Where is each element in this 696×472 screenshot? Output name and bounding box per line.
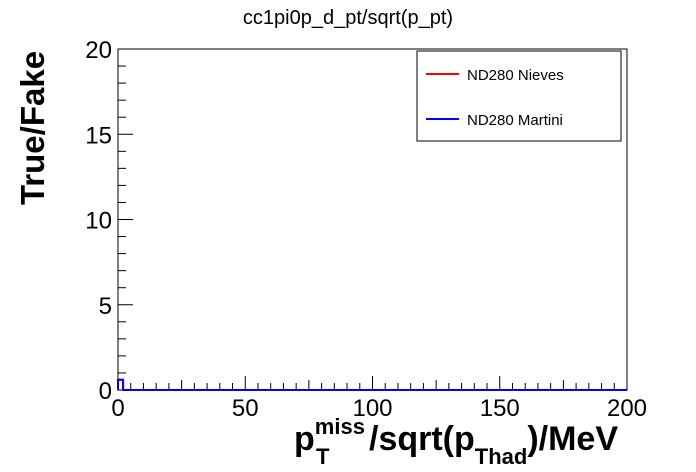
x-tick-label: 200 xyxy=(607,395,647,422)
legend: ND280 Nieves ND280 Martini xyxy=(416,50,622,142)
x-tick-label: 50 xyxy=(232,395,259,422)
chart-title: cc1pi0p_d_pt/sqrt(p_pt) xyxy=(243,7,453,29)
legend-box xyxy=(416,50,622,142)
y-tick-label: 5 xyxy=(99,293,112,320)
x-tick-label: 150 xyxy=(480,395,520,422)
x-axis: 0 50 100 150 200 xyxy=(111,376,647,422)
legend-label-martini: ND280 Martini xyxy=(467,112,563,129)
y-tick-label: 20 xyxy=(85,37,112,64)
x-axis-label: pmiss T/sqrt(pThad)/MeV xyxy=(294,414,618,469)
y-tick-label: 15 xyxy=(85,122,112,149)
y-tick-label: 0 xyxy=(99,378,112,405)
series-group xyxy=(117,378,627,391)
legend-label-nieves: ND280 Nieves xyxy=(467,67,564,84)
x-tick-label: 100 xyxy=(352,395,392,422)
series-line-martini xyxy=(117,378,627,391)
y-tick-label: 10 xyxy=(85,208,112,235)
y-axis-label: True/Fake xyxy=(14,51,51,205)
x-tick-label: 0 xyxy=(111,395,124,422)
y-axis: 0 5 10 15 20 xyxy=(85,37,133,405)
